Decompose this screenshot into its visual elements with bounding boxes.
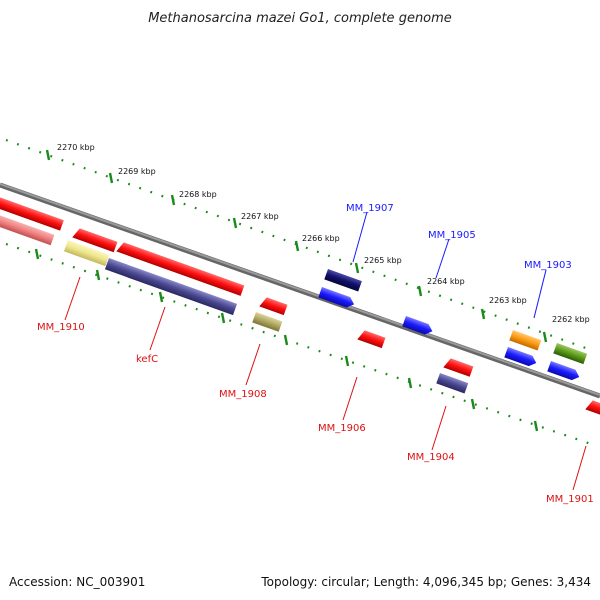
tick-label-2267: 2267 kbp [241,212,279,221]
map-title: Methanosarcina mazei Go1, complete genom… [148,11,452,26]
gene-mm-1901[interactable] [585,399,600,417]
accession-text: Accession: NC_003901 [9,575,145,589]
gene-mm-1906[interactable] [357,329,386,349]
label-mm-1903[interactable]: MM_1903 [524,260,572,271]
genome-backbone [0,182,600,399]
inner-tick-track [5,242,595,447]
tick-label-2262: 2262 kbp [552,315,590,324]
label-mm-1908[interactable]: MM_1908 [219,389,267,400]
gene-mm-1905[interactable] [402,316,434,336]
gene-mm-1908[interactable] [252,312,283,332]
label-mm-1906[interactable]: MM_1906 [318,423,366,434]
gene-red-small-1[interactable] [72,227,118,253]
inner-major-ticks [34,248,539,432]
gene-mm-1903-orange[interactable] [509,330,542,351]
gene-red-small-3[interactable] [443,357,474,377]
outer-tick-track [5,138,595,353]
tick-label-2266: 2266 kbp [302,234,340,243]
label-mm-1905[interactable]: MM_1905 [428,230,476,241]
gene-blue-2[interactable] [504,347,538,368]
gene-kefc-red[interactable] [116,241,245,296]
genome-summary-text: Topology: circular; Length: 4,096,345 bp… [260,575,591,589]
gene-kefc-slate[interactable] [104,258,238,316]
gene-blue-1[interactable] [318,287,356,309]
forward-leader-lines [352,211,547,319]
gene-red-small-2[interactable] [259,296,288,316]
reverse-leader-lines [64,276,587,491]
tick-label-2264: 2264 kbp [427,277,465,286]
tick-label-2268: 2268 kbp [179,190,217,199]
gene-blue-3[interactable] [547,361,581,382]
label-mm-1907[interactable]: MM_1907 [346,203,394,214]
tick-label-2269: 2269 kbp [118,167,156,176]
gene-green[interactable] [553,343,588,365]
label-mm-1910[interactable]: MM_1910 [37,322,85,333]
label-mm-1901[interactable]: MM_1901 [546,494,594,505]
gene-mm-1907[interactable] [324,269,362,292]
tick-label-2270: 2270 kbp [57,143,95,152]
gene-mm-1904[interactable] [436,373,469,394]
label-kefc[interactable]: kefC [136,354,158,365]
outer-major-ticks [45,149,548,343]
gene-yellow[interactable] [63,240,110,267]
tick-label-2265: 2265 kbp [364,256,402,265]
gene-mm-1910-pink[interactable] [0,214,55,246]
label-mm-1904[interactable]: MM_1904 [407,452,455,463]
gene-mm-1910-top[interactable] [0,196,64,231]
tick-label-2263: 2263 kbp [489,296,527,305]
